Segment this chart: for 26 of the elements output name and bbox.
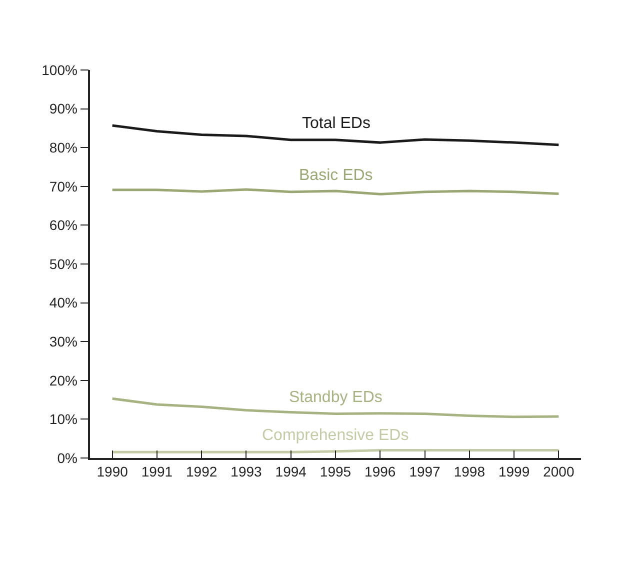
x-tick-label: 1993 bbox=[230, 464, 262, 480]
y-tick-label: 70% bbox=[49, 178, 78, 194]
x-tick-label: 2000 bbox=[543, 464, 574, 480]
x-tick-label: 1991 bbox=[141, 464, 173, 480]
x-tick-label: 1994 bbox=[275, 464, 307, 480]
y-tick-label: 60% bbox=[49, 217, 78, 234]
y-tick-label: 90% bbox=[49, 100, 78, 117]
x-tick-label: 1998 bbox=[454, 464, 486, 480]
x-tick-label: 1995 bbox=[320, 464, 352, 480]
x-tick-label: 1997 bbox=[409, 464, 441, 480]
y-tick-label: 80% bbox=[49, 140, 78, 156]
series-label: Total EDs bbox=[302, 115, 370, 132]
y-tick-label: 10% bbox=[49, 411, 78, 428]
y-tick-label: 50% bbox=[49, 256, 78, 272]
x-tick-label: 1992 bbox=[186, 464, 218, 480]
y-tick-label: 0% bbox=[57, 450, 78, 466]
y-tick-label: 30% bbox=[49, 334, 78, 350]
series-label: Comprehensive EDs bbox=[262, 427, 409, 444]
x-tick-label: 1999 bbox=[498, 464, 530, 480]
series-label: Standby EDs bbox=[289, 389, 382, 406]
x-tick-label: 1990 bbox=[96, 464, 128, 480]
y-tick-label: 20% bbox=[49, 372, 78, 388]
y-tick-label: 100% bbox=[42, 62, 78, 78]
x-tick-label: 1996 bbox=[364, 464, 396, 480]
y-tick-label: 40% bbox=[49, 294, 78, 311]
series-label: Basic EDs bbox=[299, 167, 373, 184]
